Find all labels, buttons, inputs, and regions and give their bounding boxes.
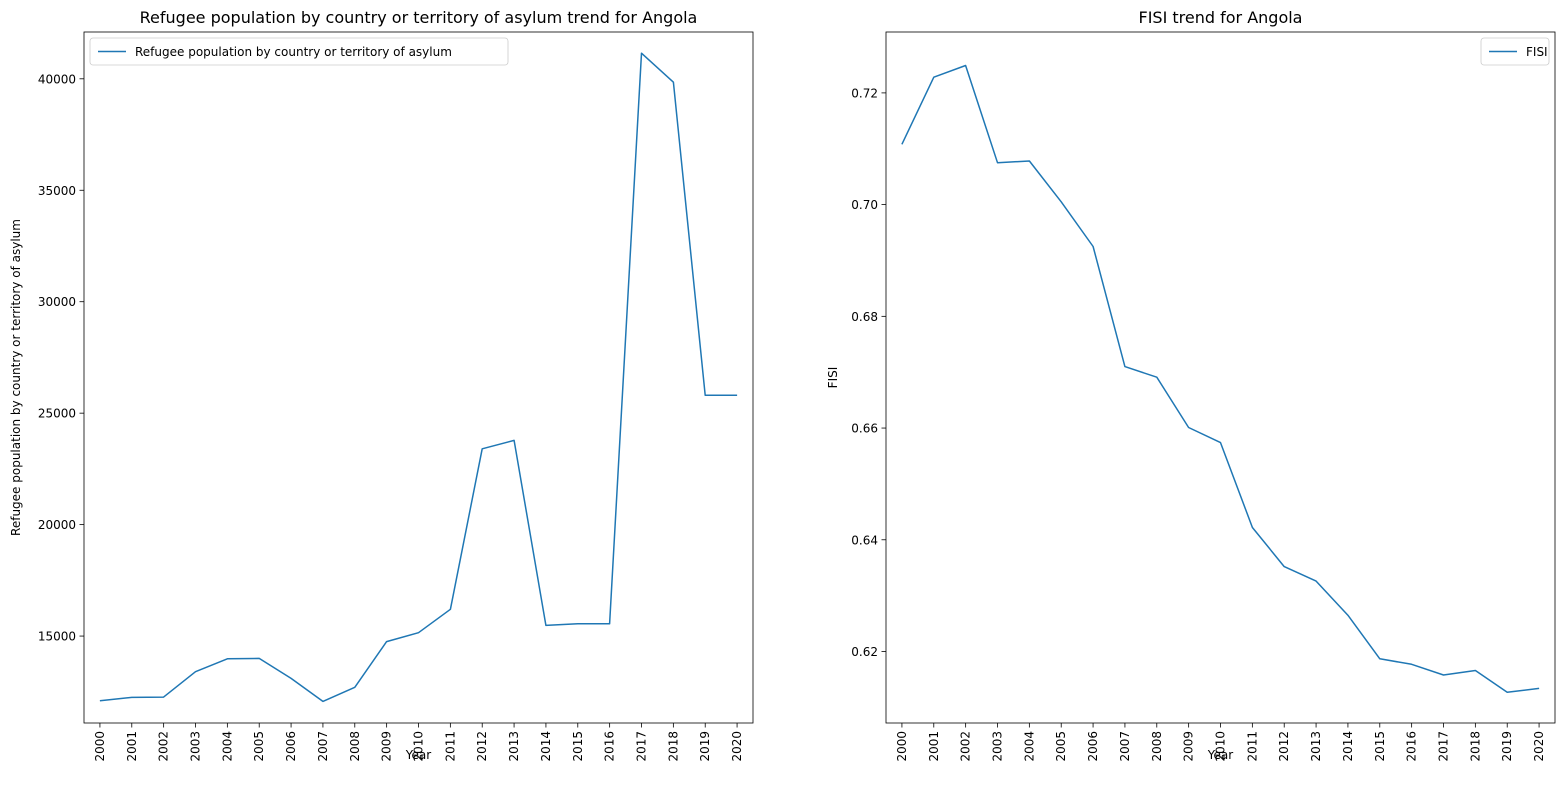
y-tick-label: 35000 — [38, 184, 76, 198]
legend: FISI — [1480, 37, 1550, 66]
x-tick-label: 2008 — [1150, 731, 1164, 762]
x-tick-label: 2014 — [1341, 731, 1355, 762]
y-tick-label: 0.68 — [851, 310, 878, 324]
legend-label: FISI — [1526, 45, 1548, 59]
x-tick-label: 2001 — [927, 731, 941, 762]
x-tick-label: 2013 — [507, 731, 521, 762]
x-tick-label: 2007 — [1118, 731, 1132, 762]
x-tick-label: 2011 — [443, 731, 457, 762]
y-tick-label: 0.64 — [851, 533, 878, 547]
x-tick-label: 2015 — [1373, 731, 1387, 762]
x-tick-label: 2018 — [1468, 731, 1482, 762]
x-tick-label: 2002 — [157, 731, 171, 762]
x-tick-label: 2019 — [1500, 731, 1514, 762]
x-tick-label: 2020 — [1532, 731, 1546, 762]
x-tick-label: 2014 — [539, 731, 553, 762]
x-tick-label: 2005 — [1054, 731, 1068, 762]
chart-1: Refugee population by country or territo… — [9, 8, 754, 762]
y-tick-label: 0.72 — [851, 86, 878, 100]
chart-title: Refugee population by country or territo… — [140, 8, 698, 27]
y-axis-label: Refugee population by country or territo… — [9, 219, 23, 536]
x-tick-label: 2003 — [991, 731, 1005, 762]
y-tick-label: 0.66 — [851, 422, 878, 436]
x-tick-label: 2009 — [380, 731, 394, 762]
x-tick-label: 2020 — [730, 731, 744, 762]
x-tick-label: 2008 — [348, 731, 362, 762]
x-tick-label: 2018 — [666, 731, 680, 762]
x-tick-label: 2009 — [1182, 731, 1196, 762]
x-axis-label: Year — [405, 748, 431, 762]
y-tick-label: 25000 — [38, 407, 76, 421]
x-tick-label: 2012 — [1277, 731, 1291, 762]
x-tick-label: 2002 — [959, 731, 973, 762]
x-tick-label: 2006 — [284, 731, 298, 762]
x-tick-label: 2000 — [895, 731, 909, 762]
x-tick-label: 2011 — [1245, 731, 1259, 762]
y-tick-label: 0.62 — [851, 645, 878, 659]
x-tick-label: 2017 — [635, 731, 649, 762]
y-tick-label: 0.70 — [851, 198, 878, 212]
x-tick-label: 2017 — [1437, 731, 1451, 762]
x-axis-label: Year — [1207, 748, 1233, 762]
x-tick-label: 2016 — [1405, 731, 1419, 762]
plot-area-frame — [83, 31, 754, 724]
x-tick-label: 2016 — [603, 731, 617, 762]
chart-title: FISI trend for Angola — [1139, 8, 1303, 27]
y-tick-label: 20000 — [38, 518, 76, 532]
x-tick-label: 2000 — [93, 731, 107, 762]
x-tick-label: 2012 — [475, 731, 489, 762]
legend-label: Refugee population by country or territo… — [135, 45, 452, 59]
y-axis-label: FISI — [826, 367, 840, 389]
x-tick-label: 2001 — [125, 731, 139, 762]
x-tick-label: 2013 — [1309, 731, 1323, 762]
x-tick-label: 2005 — [252, 731, 266, 762]
x-tick-label: 2003 — [189, 731, 203, 762]
x-tick-label: 2006 — [1086, 731, 1100, 762]
y-tick-label: 30000 — [38, 295, 76, 309]
x-tick-label: 2004 — [220, 731, 234, 762]
chart-2: FISI trend for Angola 2000 2001 2002 2003 200… — [826, 8, 1556, 762]
x-tick-label: 2015 — [571, 731, 585, 762]
y-tick-label: 15000 — [38, 630, 76, 644]
x-tick-label: 2019 — [698, 731, 712, 762]
x-tick-label: 2004 — [1022, 731, 1036, 762]
legend-frame — [89, 37, 509, 66]
series-line — [99, 52, 738, 703]
series-line — [901, 64, 1540, 694]
plot-area-frame — [885, 31, 1556, 724]
x-tick-label: 2007 — [316, 731, 330, 762]
x-tick-label: 2010 — [412, 731, 426, 762]
legend: Refugee population by country or territo… — [89, 37, 509, 66]
y-tick-label: 40000 — [38, 72, 76, 86]
x-tick-label: 2010 — [1214, 731, 1228, 762]
